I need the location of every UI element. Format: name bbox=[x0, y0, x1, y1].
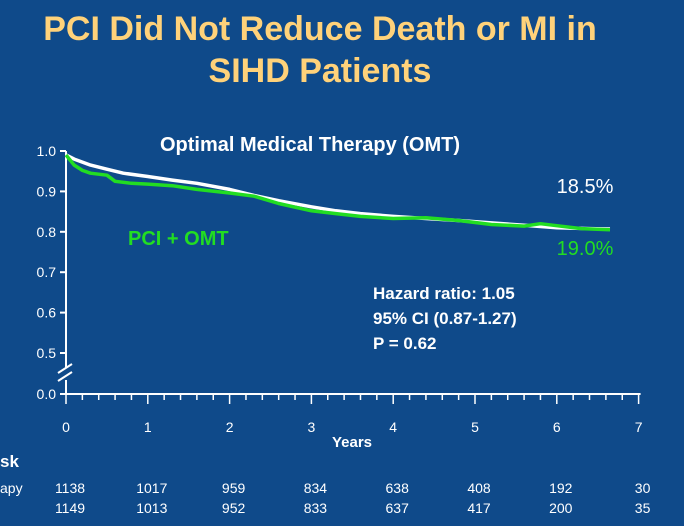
y-axis-break-mark-1 bbox=[57, 363, 73, 374]
slide-title: PCI Did Not Reduce Death or MI in SIHD P… bbox=[0, 8, 640, 92]
risk-cell: 192 bbox=[549, 480, 573, 496]
x-tick-label: 7 bbox=[635, 419, 643, 435]
risk-cell: 834 bbox=[304, 480, 328, 496]
y-tick-label: 0.8 bbox=[37, 224, 57, 240]
risk-table-header: sk bbox=[0, 452, 19, 471]
confidence-interval: 95% CI (0.87-1.27) bbox=[373, 309, 517, 328]
risk-cell: 1017 bbox=[136, 480, 167, 496]
x-tick-label: 1 bbox=[144, 419, 152, 435]
x-tick-label: 5 bbox=[471, 419, 479, 435]
risk-cell: 638 bbox=[386, 480, 410, 496]
y-tick-label: 0.7 bbox=[37, 264, 57, 280]
series-line-pci bbox=[64, 153, 611, 232]
hazard-ratio: Hazard ratio: 1.05 bbox=[373, 284, 515, 303]
y-tick-label: 0.9 bbox=[37, 183, 57, 199]
y-tick-label: 1.0 bbox=[37, 143, 57, 159]
x-tick-label: 4 bbox=[389, 419, 397, 435]
risk-cell: 200 bbox=[549, 500, 573, 516]
x-tick-label: 3 bbox=[308, 419, 316, 435]
series-label-pci: PCI + OMT bbox=[128, 228, 229, 250]
risk-cell: 35 bbox=[635, 500, 651, 516]
y-axis-break-mark-2 bbox=[57, 371, 73, 382]
chart-axes: 0.0 0.5 0.6 0.7 0.8 0.9 1.0 0 1 2 3 4 5 6 7 bbox=[37, 143, 643, 435]
risk-cell: 417 bbox=[467, 500, 491, 516]
end-label-omt: 18.5% bbox=[557, 176, 614, 198]
risk-cell: 959 bbox=[222, 480, 246, 496]
risk-cell: 952 bbox=[222, 500, 246, 516]
end-label-pci: 19.0% bbox=[557, 238, 614, 260]
x-tick-label: 0 bbox=[62, 419, 70, 435]
risk-cell: 637 bbox=[386, 500, 410, 516]
p-value: P = 0.62 bbox=[373, 334, 437, 353]
title-line-2: SIHD Patients bbox=[208, 52, 432, 90]
risk-cell: 408 bbox=[467, 480, 491, 496]
risk-cell: 1138 bbox=[55, 480, 85, 496]
risk-cell: 833 bbox=[304, 500, 328, 516]
x-tick-label: 2 bbox=[226, 419, 234, 435]
x-tick-label: 6 bbox=[553, 419, 561, 435]
risk-cell: 30 bbox=[635, 480, 651, 496]
y-tick-label: 0.0 bbox=[37, 386, 57, 402]
x-axis-label: Years bbox=[332, 434, 372, 451]
risk-row-label: apy bbox=[0, 480, 23, 496]
title-line-1: PCI Did Not Reduce Death or MI in bbox=[43, 10, 597, 48]
series-line-omt bbox=[65, 153, 611, 231]
risk-table: apy 1138 1017 959 834 638 408 192 30 1149 1013 952 8… bbox=[0, 480, 651, 516]
chart-lines bbox=[64, 153, 611, 232]
series-label-omt: Optimal Medical Therapy (OMT) bbox=[160, 134, 460, 156]
risk-cell: 1149 bbox=[55, 500, 85, 516]
risk-cell: 1013 bbox=[136, 500, 167, 516]
y-tick-label: 0.5 bbox=[37, 345, 57, 361]
y-tick-label: 0.6 bbox=[37, 305, 57, 321]
